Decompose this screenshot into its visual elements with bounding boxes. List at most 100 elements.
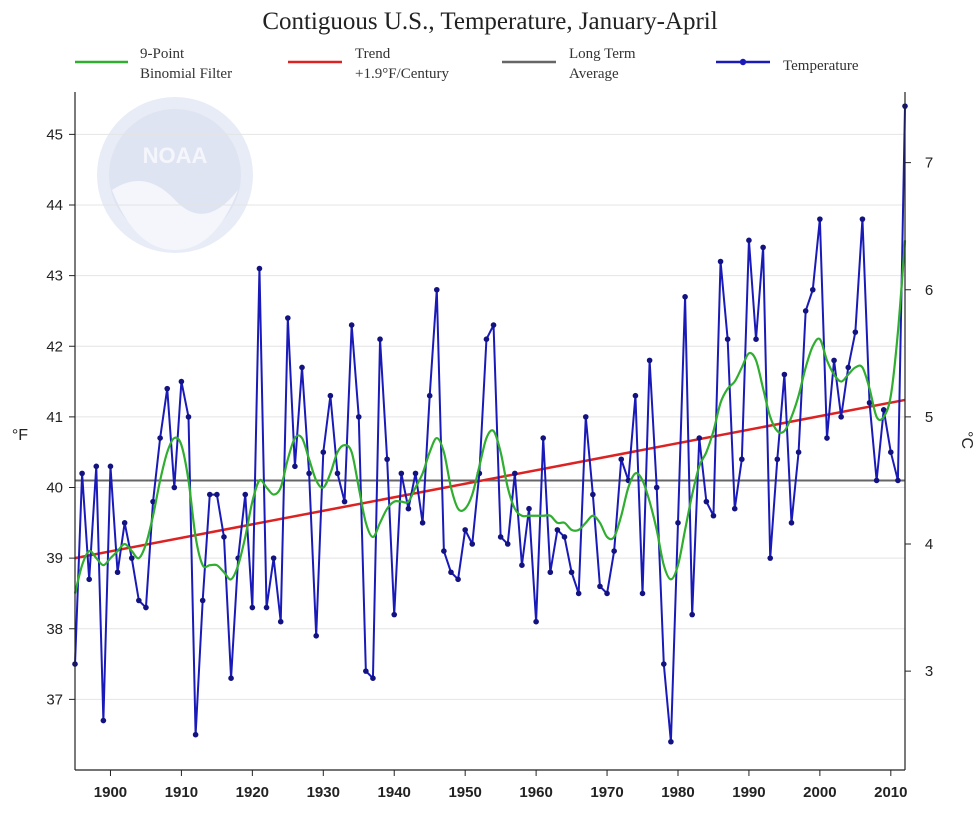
temperature-point-2000 (817, 216, 823, 222)
temperature-point-1912 (192, 731, 199, 738)
legend-entry-average: Long Term Average (502, 46, 636, 82)
filter-series-line (73, 240, 907, 594)
temperature-point-1965 (568, 569, 575, 576)
y-tick-label-45: 45 (46, 126, 63, 143)
temperature-point-1933 (341, 498, 348, 505)
temperature-point-1998 (802, 308, 809, 314)
temperature-point-1945 (426, 392, 433, 399)
temperature-point-1974 (632, 392, 639, 399)
legend-label-trend-line1: Trend (355, 46, 391, 62)
temperature-point-1924 (277, 618, 284, 625)
x-tick-label-1930: 1930 (307, 784, 340, 801)
temperature-point-1915 (214, 491, 220, 498)
axes (74, 92, 906, 771)
temperature-point-1956 (504, 541, 511, 547)
legend-entry-filter: 9-Point Binomial Filter (75, 46, 232, 82)
temperature-point-1971 (611, 548, 617, 554)
temperature-point-1934 (348, 322, 355, 328)
temperature-point-1981 (682, 294, 688, 300)
temperature-point-1976 (646, 357, 653, 364)
temperature-point-1968 (590, 491, 596, 498)
temperature-point-1995 (781, 371, 788, 378)
temperature-point-1938 (377, 336, 383, 342)
temperature-point-1994 (774, 456, 781, 463)
temperature-point-1942 (405, 505, 412, 512)
temperature-point-1954 (490, 322, 497, 328)
temperature-point-1897 (86, 576, 92, 583)
temperature-point-1928 (306, 470, 312, 477)
temperature-point-1987 (724, 336, 731, 342)
temperature-point-1969 (597, 583, 603, 590)
y-tick-label-41: 41 (46, 409, 63, 426)
x-tick-label-1950: 1950 (448, 784, 481, 801)
y-tick-label-40: 40 (46, 480, 63, 497)
temperature-point-1985 (710, 512, 717, 519)
temperature-point-1948 (448, 569, 454, 576)
temperature-point-2010 (888, 449, 894, 455)
temperature-point-1984 (703, 498, 710, 505)
temperature-point-1978 (661, 661, 667, 667)
temperature-point-1957 (512, 470, 518, 477)
temperature-point-1904 (136, 597, 142, 604)
x-tick-label-1940: 1940 (378, 784, 411, 801)
temperature-point-1982 (689, 611, 695, 618)
temperature-point-1980 (675, 520, 681, 526)
y-right-tick-label-5: 5 (925, 409, 933, 426)
temperature-point-2003 (838, 414, 844, 420)
y-tick-label-39: 39 (46, 550, 63, 567)
temperature-point-1962 (547, 569, 554, 576)
temperature-point-1906 (150, 498, 156, 505)
temperature-point-1961 (540, 435, 547, 441)
x-tick-label-1900: 1900 (94, 784, 127, 801)
y-axis-left-ticks: 37 38 39 40 41 42 43 44 45 (46, 126, 75, 708)
temperature-point-1896 (79, 470, 85, 477)
x-tick-label-1970: 1970 (590, 784, 623, 801)
temperature-point-1977 (653, 484, 660, 491)
temperature-point-1953 (483, 336, 490, 342)
temperature-point-1917 (228, 675, 234, 681)
temperature-point-1972 (618, 456, 625, 463)
x-tick-label-2000: 2000 (803, 784, 836, 801)
temperature-point-1949 (455, 576, 461, 583)
temperature-point-1943 (412, 470, 419, 477)
x-tick-label-1990: 1990 (732, 784, 765, 801)
temperature-point-1927 (299, 364, 305, 371)
temperature-point-2011 (895, 477, 901, 484)
y-tick-label-43: 43 (46, 268, 63, 285)
temperature-point-1903 (128, 555, 135, 561)
temperature-point-1999 (809, 286, 816, 293)
temperature-point-1970 (604, 590, 610, 597)
temperature-point-1937 (370, 675, 376, 681)
noaa-logo-watermark: NOAA (97, 97, 253, 253)
y-axis-label-right: °C (958, 431, 975, 449)
legend-label-temperature: Temperature (783, 58, 859, 74)
temperature-point-1899 (100, 717, 107, 724)
x-axis-ticks: 1900 1910 1920 1930 1940 1950 1960 1970 1980 1990… (94, 770, 907, 801)
temperature-point-1958 (519, 562, 525, 568)
temperature-point-2008 (873, 477, 880, 484)
temperature-point-1955 (497, 534, 504, 540)
temperature-point-1964 (561, 534, 568, 540)
temperature-point-2002 (831, 357, 837, 364)
temperature-point-1931 (327, 392, 334, 399)
temperature-point-1950 (462, 527, 468, 533)
temperature-point-2007 (866, 399, 873, 406)
x-tick-label-1920: 1920 (236, 784, 269, 801)
temperature-point-1946 (433, 286, 440, 293)
y-axis-label-left: °F (12, 427, 28, 444)
temperature-point-1926 (292, 463, 298, 470)
temperature-point-1975 (639, 590, 646, 597)
y-tick-label-44: 44 (46, 197, 63, 214)
x-tick-label-1910: 1910 (165, 784, 198, 801)
temperature-point-1919 (242, 491, 249, 498)
temperature-point-1909 (171, 484, 178, 491)
temperature-point-1939 (384, 456, 390, 463)
temperature-point-1989 (739, 456, 745, 463)
temperature-point-1910 (178, 378, 185, 385)
temperature-point-1911 (185, 414, 192, 420)
temperature-point-2005 (852, 329, 859, 335)
temperature-point-1996 (788, 520, 795, 526)
temperature-point-2001 (824, 435, 830, 441)
legend-label-average-line1: Long Term (569, 46, 636, 62)
